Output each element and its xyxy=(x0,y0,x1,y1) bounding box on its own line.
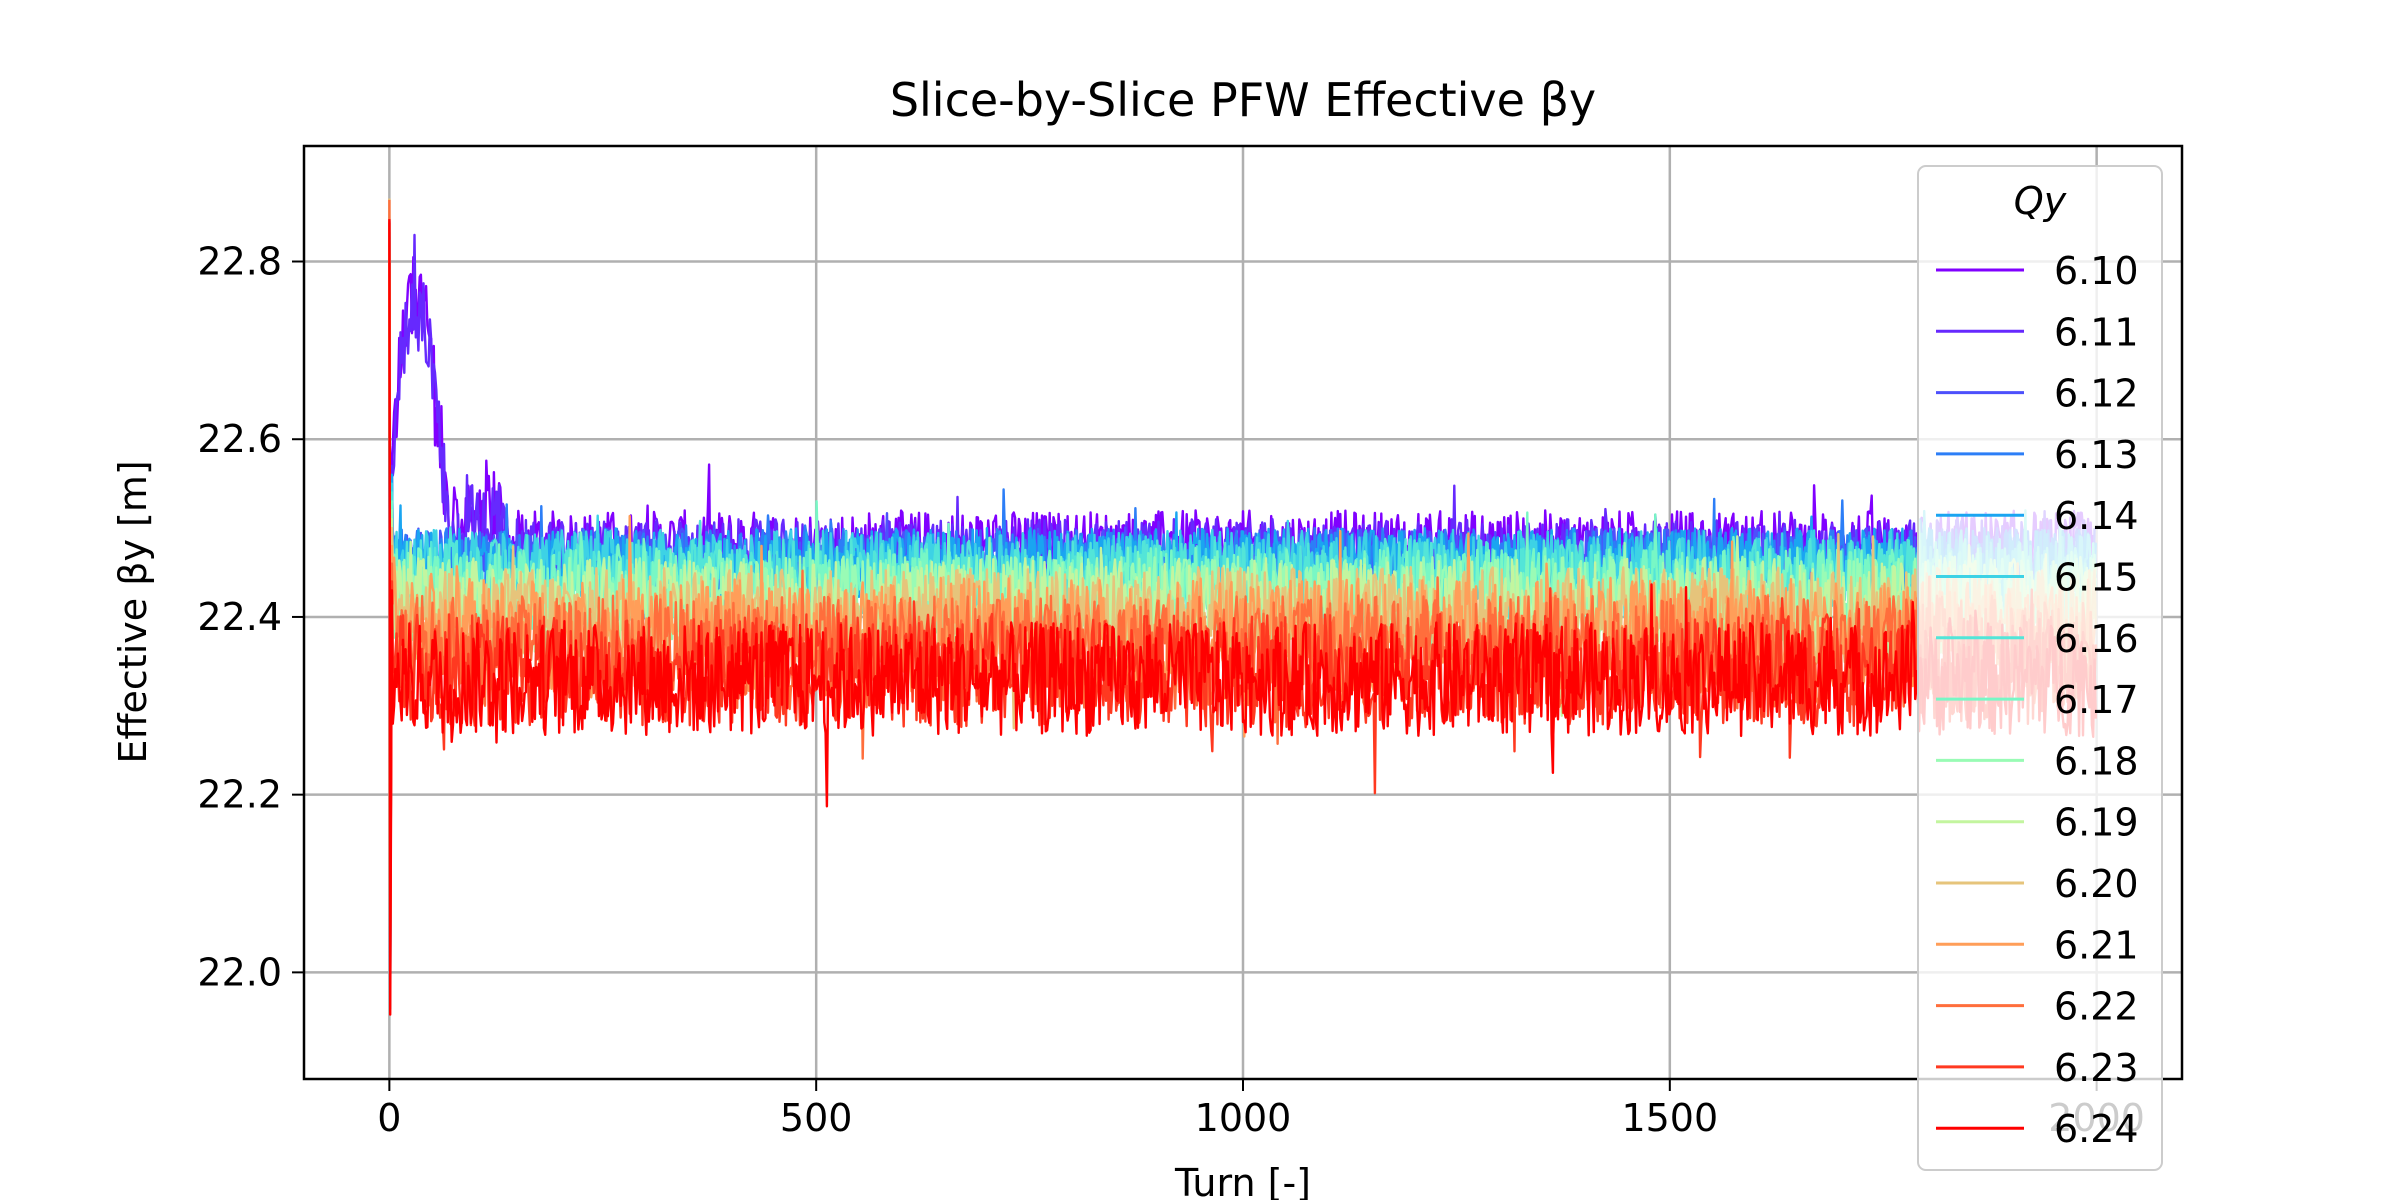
y-axis-ticks: 22.0 22.2 22.4 22.6 22.8 xyxy=(197,240,304,994)
legend-box xyxy=(1917,165,2163,1171)
legend-label-6.20: 6.20 xyxy=(2054,862,2139,906)
legend-label-6.17: 6.17 xyxy=(2054,678,2139,722)
legend-title: Qy xyxy=(2014,179,2067,223)
x-tick-label: 1500 xyxy=(1621,1096,1718,1140)
y-tick-label: 22.4 xyxy=(197,595,282,639)
legend-label-6.19: 6.19 xyxy=(2054,801,2139,845)
legend-label-6.21: 6.21 xyxy=(2054,923,2139,967)
y-axis-label: Effective βy [m] xyxy=(111,460,155,763)
legend-label-6.10: 6.10 xyxy=(2054,249,2139,293)
y-tick-label: 22.8 xyxy=(197,240,282,284)
series-line-6.24 xyxy=(388,219,2097,1016)
legend-label-6.16: 6.16 xyxy=(2054,617,2139,661)
legend-label-6.14: 6.14 xyxy=(2054,494,2139,538)
y-tick-label: 22.2 xyxy=(197,773,282,817)
legend-items: 6.10 6.11 6.12 6.13 6.14 6.15 6.16 6.17 6.18 6.19… xyxy=(1936,249,2139,1151)
legend-label-6.23: 6.23 xyxy=(2054,1046,2139,1090)
legend-label-6.13: 6.13 xyxy=(2054,433,2139,477)
y-tick-label: 22.0 xyxy=(197,950,282,994)
legend[interactable]: Qy 6.106.116.126.136.146.156.166.176.186… xyxy=(1917,165,2163,1171)
x-axis-label: Turn [-] xyxy=(1174,1161,1311,1200)
x-tick-label: 0 xyxy=(377,1096,401,1140)
x-tick-label: 500 xyxy=(780,1096,853,1140)
x-axis-ticks: 0500100015002000 xyxy=(377,1079,2145,1140)
x-tick-label: 1000 xyxy=(1195,1096,1292,1140)
legend-label-6.22: 6.22 xyxy=(2054,985,2139,1029)
y-tick-label: 22.6 xyxy=(197,417,282,461)
series-layer xyxy=(388,198,2097,1016)
chart-title: Slice-by-Slice PFW Effective βy xyxy=(890,73,1596,127)
legend-label-6.11: 6.11 xyxy=(2054,310,2139,354)
legend-label-6.18: 6.18 xyxy=(2054,739,2139,783)
legend-label-6.12: 6.12 xyxy=(2054,372,2139,416)
legend-label-6.15: 6.15 xyxy=(2054,556,2139,600)
legend-label-6.24: 6.24 xyxy=(2054,1107,2139,1151)
